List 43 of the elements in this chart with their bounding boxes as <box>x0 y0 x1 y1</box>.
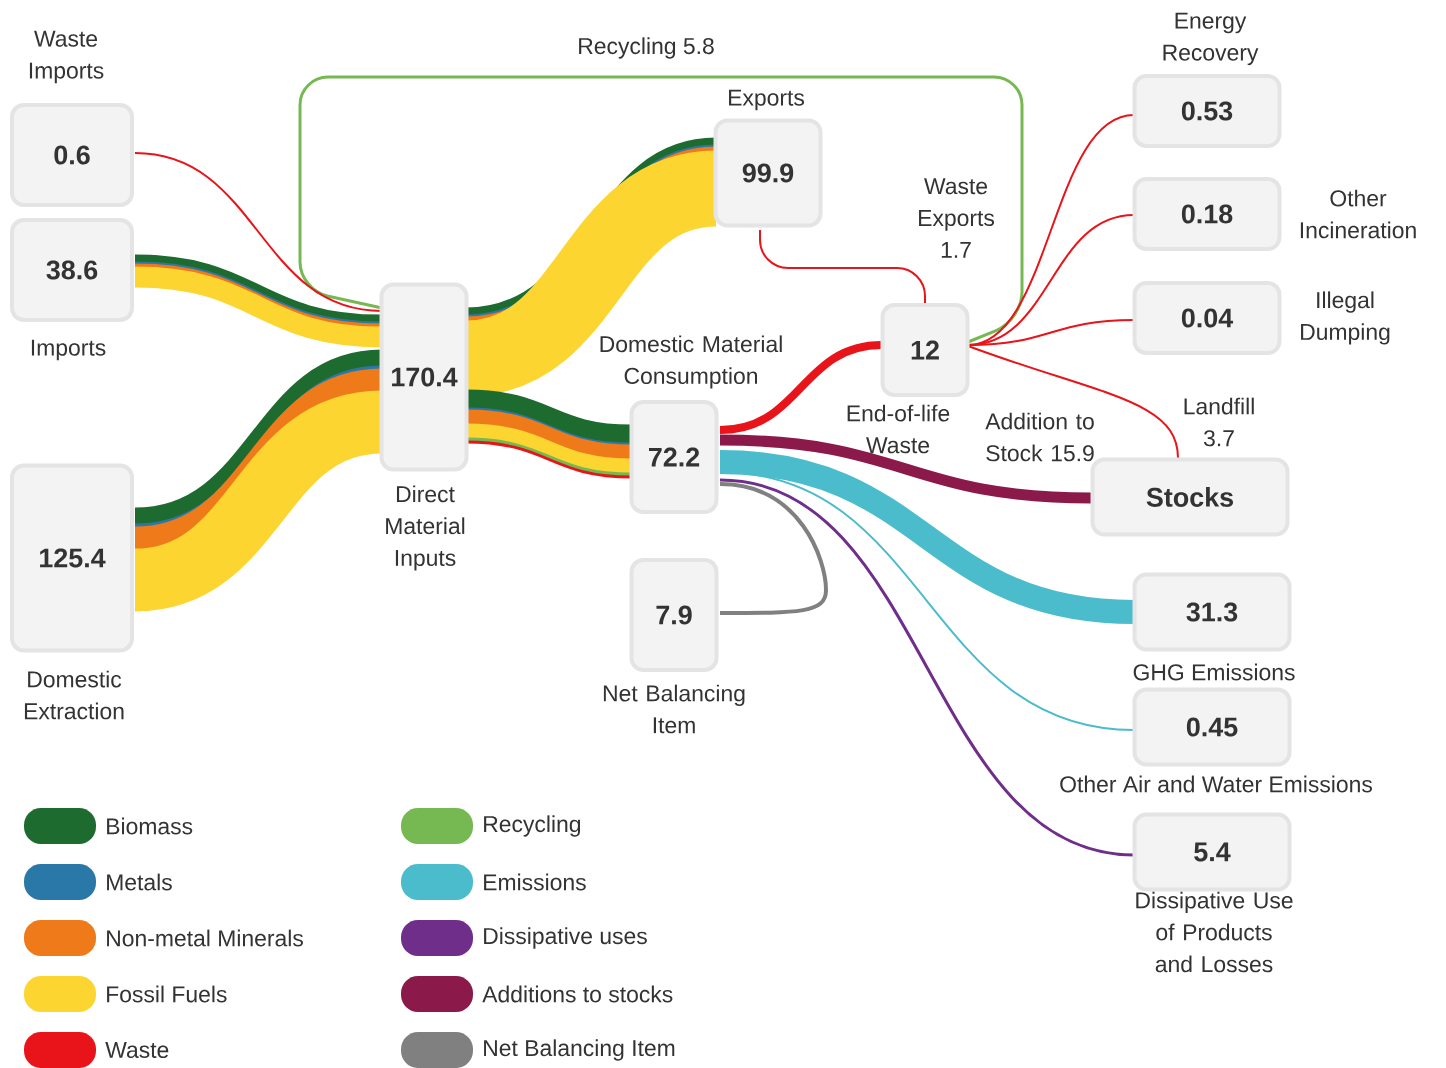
category-label: Domestic Extraction <box>24 670 124 720</box>
category-label: GHG Emissions <box>1133 663 1295 681</box>
category-label: Dissipative Use of Products and Losses <box>1136 891 1293 973</box>
text: Recycling 5.8 <box>579 37 714 59</box>
legend-label: Dissipative uses <box>484 927 647 949</box>
legend-label: Net Balancing Item <box>484 1039 675 1061</box>
category-label: End-of-life Waste <box>847 404 950 454</box>
data-label: 0.04 <box>1181 308 1234 328</box>
category-label: Imports <box>31 339 106 361</box>
text: Addition to Stock 15.9 <box>985 412 1094 462</box>
legend-label: Recycling <box>484 815 581 837</box>
category-label: Energy Recovery <box>1163 12 1259 66</box>
category-label: Direct Material Inputs <box>386 485 465 571</box>
legend-label: Waste <box>105 1042 169 1058</box>
legend-label: Metals <box>107 873 172 891</box>
category-label: Waste Imports <box>29 30 104 84</box>
category-label: Other Incineration <box>1300 189 1416 239</box>
data-label: 5.4 <box>1194 842 1231 862</box>
data-label: 7.9 <box>656 605 692 625</box>
legend-label: Fossil Fuels <box>107 985 227 1003</box>
data-label: 125.4 <box>40 548 106 568</box>
data-label: 0.18 <box>1181 204 1233 224</box>
category-label: Exports <box>729 89 805 111</box>
data-label: 12 <box>911 340 939 360</box>
category-label: Net Balancing Item <box>603 684 745 734</box>
category-label: Illegal Dumping <box>1301 291 1390 345</box>
data-label: 0.53 <box>1181 101 1233 121</box>
category-label: Other Air and Water Emissions <box>1060 775 1372 793</box>
legend-label: Non-metal Minerals <box>107 929 303 947</box>
category-label: Domestic Material Consumption <box>600 335 782 389</box>
data-label: 0.45 <box>1186 717 1238 737</box>
text: Landfill 3.7 <box>1184 397 1254 447</box>
category-label: Stocks <box>1146 487 1234 507</box>
legend-label: Additions to stocks <box>482 985 673 1003</box>
text: Waste Exports 1.7 <box>919 178 995 258</box>
data-label: 99.9 <box>742 163 794 183</box>
data-label: 170.4 <box>392 367 458 387</box>
data-label: 0.6 <box>54 145 90 165</box>
legend-label: Emissions <box>484 873 586 891</box>
data-label: 38.6 <box>46 260 98 280</box>
data-label: 72.2 <box>648 447 700 467</box>
data-label: 31.3 <box>1186 602 1238 622</box>
legend-label: Biomass <box>107 817 193 835</box>
